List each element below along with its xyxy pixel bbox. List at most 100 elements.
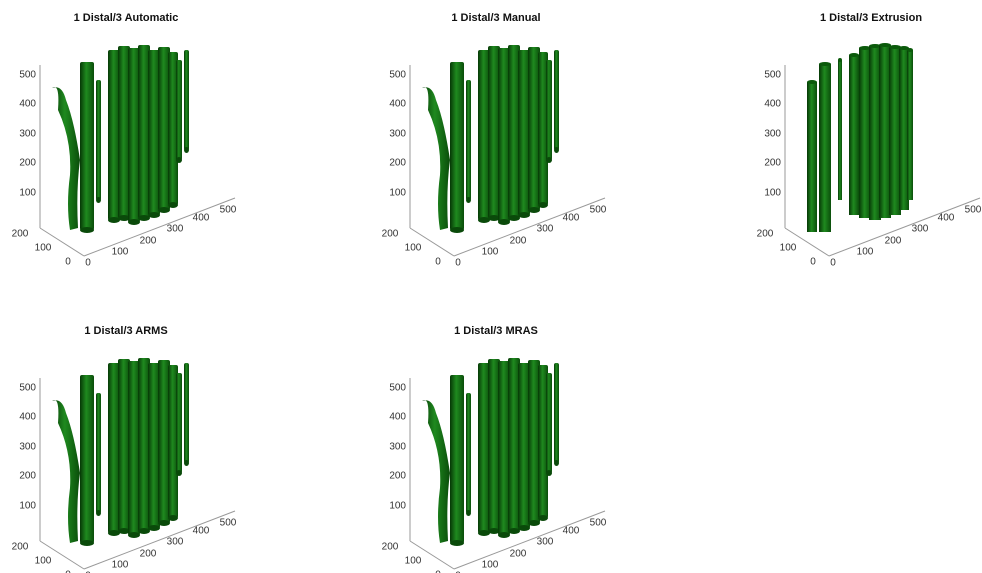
cylinder-cap	[554, 460, 559, 466]
panel-title: 1 Distal/3 MRAS	[454, 325, 538, 337]
cylinder-cap	[184, 460, 189, 466]
x-tick-label: 200	[510, 236, 527, 247]
cylinder	[184, 50, 189, 150]
panel-title: 1 Distal/3 ARMS	[84, 325, 167, 337]
cylinder-cap	[528, 520, 540, 526]
z-tick-label: 500	[19, 70, 36, 81]
x-tick-label: 300	[537, 224, 554, 235]
x-tick-label: 500	[220, 518, 237, 529]
cylinder	[176, 60, 182, 160]
cylinder-cap	[819, 62, 831, 66]
z-tick-label: 400	[764, 99, 781, 110]
x-tick-label: 400	[563, 526, 580, 537]
x-tick-label: 300	[537, 537, 554, 548]
cylinder-cap	[96, 197, 101, 203]
x-tick-label: 200	[510, 549, 527, 560]
z-tick-label: 300	[19, 129, 36, 140]
x-tick-label: 300	[912, 224, 929, 235]
cylinder-cap	[138, 215, 150, 221]
z-tick-label: 100	[19, 501, 36, 512]
cylinder-cap	[80, 227, 94, 233]
cylinder-cap	[96, 510, 101, 516]
x-tick-label: 400	[563, 213, 580, 224]
z-tick-label: 500	[19, 383, 36, 394]
cylinder	[80, 62, 94, 230]
cylinder-cap	[554, 147, 559, 153]
y-tick-label: 100	[35, 243, 52, 254]
wavy-structure	[52, 87, 80, 230]
cylinder-cap	[849, 53, 859, 57]
x-tick-label: 200	[140, 236, 157, 247]
cylinder	[80, 375, 94, 543]
x-tick-label: 400	[938, 213, 955, 224]
cylinder	[838, 60, 842, 200]
cylinder-cap	[508, 528, 520, 534]
cylinder	[176, 373, 182, 473]
y-tick-label: 100	[405, 556, 422, 567]
cylinder	[546, 373, 552, 473]
panel-title: 1 Distal/3 Extrusion	[820, 12, 922, 24]
x-tick-label: 500	[590, 205, 607, 216]
cylinder-cap	[80, 540, 94, 546]
z-tick-label: 200	[19, 158, 36, 169]
y-tick-label: 0	[435, 257, 441, 268]
cylinder-cap	[450, 540, 464, 546]
z-tick-label: 300	[389, 442, 406, 453]
z-tick-label: 200	[389, 471, 406, 482]
cylinder	[466, 393, 471, 513]
cylinder	[807, 82, 817, 232]
cylinder-cap	[176, 470, 182, 476]
z-tick-label: 400	[389, 99, 406, 110]
y-tick-label: 200	[757, 229, 774, 240]
y-tick-label: 200	[382, 542, 399, 553]
x-tick-label: 300	[167, 224, 184, 235]
x-tick-label: 500	[220, 205, 237, 216]
figure: 1 Distal/3 Automatic 100 200 300 400 500 0 100 2…	[0, 0, 982, 573]
x-tick-label: 0	[455, 258, 461, 269]
z-tick-label: 100	[764, 188, 781, 199]
cylinder	[554, 363, 559, 463]
cylinder-cap	[528, 207, 540, 213]
cylinder-cap	[838, 58, 842, 62]
y-tick-label: 0	[65, 570, 71, 573]
y-tick-label: 200	[12, 229, 29, 240]
x-tick-label: 200	[885, 236, 902, 247]
panel: 1 Distal/3 Automatic 100 200 300 400 500 0 100 2…	[12, 12, 237, 269]
z-tick-label: 400	[389, 412, 406, 423]
x-tick-label: 300	[167, 537, 184, 548]
cylinder	[96, 80, 101, 200]
x-tick-label: 100	[112, 247, 129, 258]
cylinder-cap	[518, 212, 530, 218]
cylinder-cap	[138, 528, 150, 534]
z-tick-label: 200	[19, 471, 36, 482]
cylinder	[184, 363, 189, 463]
cylinder-cap	[176, 157, 182, 163]
wavy-structure	[422, 87, 450, 230]
cylinder	[849, 55, 859, 215]
cylinder-cap	[879, 43, 891, 47]
cylinder-cap	[168, 202, 178, 208]
cylinder-cap	[546, 157, 552, 163]
x-tick-label: 400	[193, 526, 210, 537]
cylinder-cap	[128, 219, 140, 225]
x-tick-label: 500	[965, 205, 982, 216]
y-tick-label: 0	[65, 257, 71, 268]
panel-title: 1 Distal/3 Automatic	[74, 12, 179, 24]
cylinder	[96, 393, 101, 513]
cylinder-cap	[158, 520, 170, 526]
y-tick-label: 200	[382, 229, 399, 240]
cylinder	[907, 50, 913, 200]
cylinder	[466, 80, 471, 200]
y-tick-label: 0	[810, 257, 816, 268]
z-tick-label: 500	[389, 70, 406, 81]
y-tick-label: 0	[435, 570, 441, 573]
cylinder-cap	[498, 532, 510, 538]
cylinder-cap	[148, 525, 160, 531]
z-tick-label: 300	[389, 129, 406, 140]
z-tick-label: 100	[389, 501, 406, 512]
z-tick-label: 300	[764, 129, 781, 140]
x-tick-label: 400	[193, 213, 210, 224]
cylinder-cap	[498, 219, 510, 225]
cylinder-cap	[508, 215, 520, 221]
cylinder	[554, 50, 559, 150]
